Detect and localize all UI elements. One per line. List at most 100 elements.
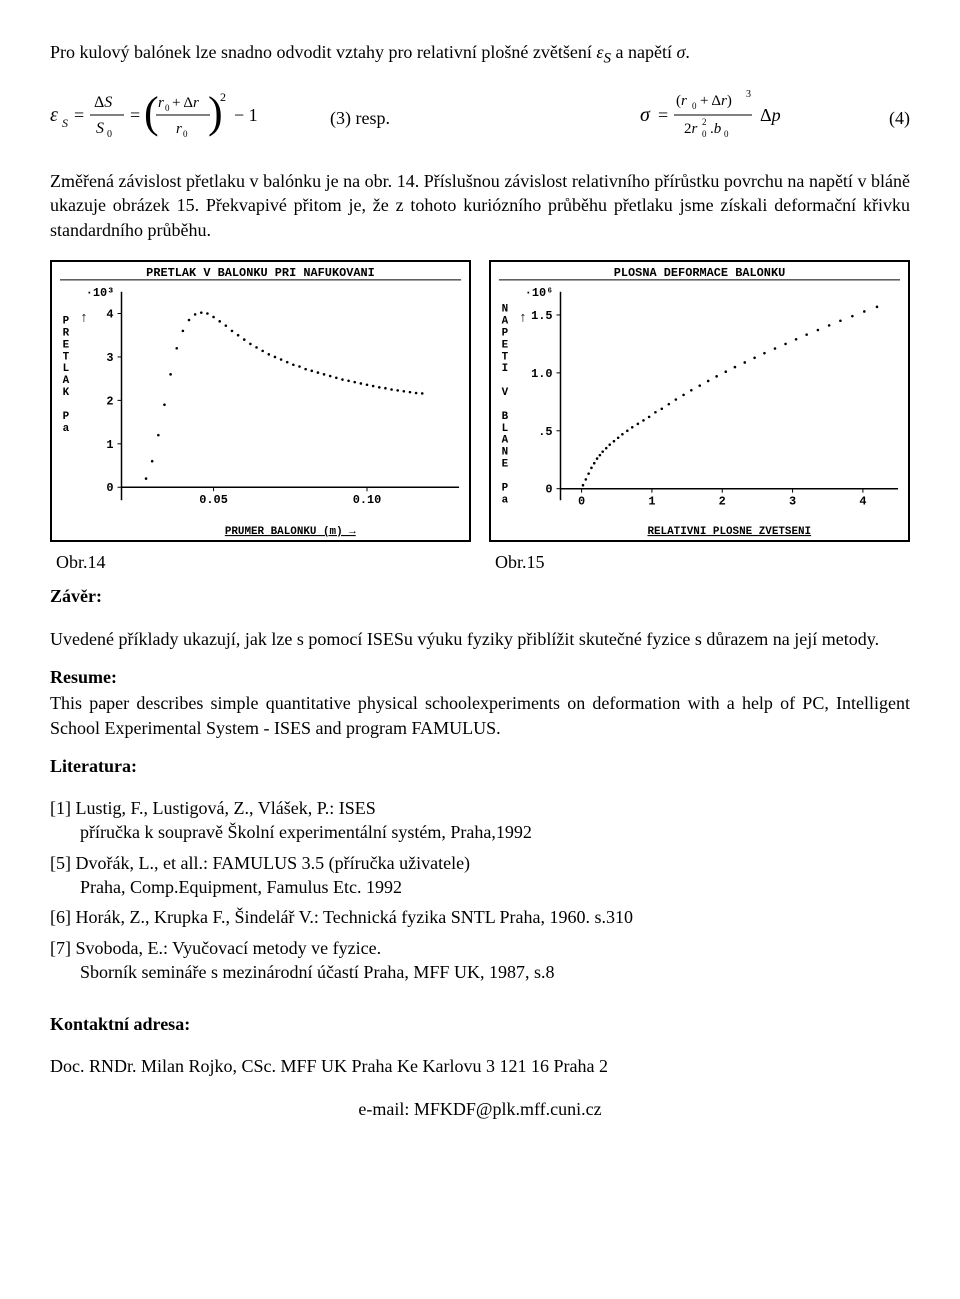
svg-text:0.10: 0.10 [353, 493, 382, 507]
svg-text:1: 1 [106, 438, 113, 452]
svg-text:− 1: − 1 [234, 105, 258, 125]
caption-left: Obr.14 [50, 550, 471, 574]
svg-text:3: 3 [789, 495, 796, 509]
svg-text:N: N [502, 304, 509, 316]
svg-text:T: T [502, 351, 509, 363]
kontakt-line: Doc. RNDr. Milan Rojko, CSc. MFF UK Prah… [50, 1054, 910, 1078]
svg-text:2r: 2r [684, 121, 698, 137]
svg-text:RELATIVNI PLOSNE ZVETSENI: RELATIVNI PLOSNE ZVETSENI [647, 526, 811, 538]
svg-text:4: 4 [859, 495, 866, 509]
svg-text:0: 0 [692, 101, 697, 111]
svg-text:0: 0 [165, 103, 170, 113]
svg-text:E: E [502, 459, 509, 471]
svg-text:.b: .b [710, 121, 722, 137]
eq4: σ = (r 0 + Δr) 3 2r 0 2 .b 0 Δp [640, 83, 840, 153]
svg-text:P: P [63, 411, 70, 423]
svg-text:=: = [74, 105, 84, 125]
svg-text:0: 0 [545, 483, 552, 497]
ref-1: [1] Lustig, F., Lustigová, Z., Vlášek, P… [50, 796, 910, 845]
svg-text:N: N [502, 447, 509, 459]
svg-text:2: 2 [220, 90, 226, 104]
svg-text:PRUMER BALONKU (m) →: PRUMER BALONKU (m) → [225, 526, 356, 538]
para2: Změřená závislost přetlaku v balónku je … [50, 169, 910, 242]
svg-text:(r: (r [676, 93, 687, 109]
svg-text:ε: ε [50, 104, 58, 126]
svg-text:P: P [502, 482, 509, 494]
ref-1-line2: příručka k soupravě Školní experimentáln… [50, 820, 910, 844]
svg-text:0: 0 [578, 495, 585, 509]
svg-text:R: R [63, 328, 70, 340]
eq4-label: (4) [870, 106, 910, 130]
zaver-text: Uvedené příklady ukazují, jak lze s pomo… [50, 627, 910, 651]
svg-text:1.0: 1.0 [531, 367, 552, 381]
ref-7: [7] Svoboda, E.: Vyučovací metody ve fyz… [50, 936, 910, 985]
svg-text:+ Δr): + Δr) [700, 93, 732, 109]
caption-right: Obr.15 [489, 550, 910, 574]
literatura-title: Literatura: [50, 754, 910, 778]
svg-text:Δp: Δp [760, 105, 781, 125]
svg-text:PLOSNA DEFORMACE BALONKU: PLOSNA DEFORMACE BALONKU [614, 266, 785, 280]
ref-7-line2: Sborník semináře s mezinárodní účastí Pr… [50, 960, 910, 984]
svg-text:2: 2 [106, 394, 113, 408]
svg-text:(: ( [144, 88, 159, 137]
svg-text:.5: .5 [538, 425, 552, 439]
svg-text:A: A [63, 375, 70, 387]
svg-text:a: a [502, 494, 509, 506]
svg-text:E: E [63, 339, 70, 351]
svg-text:2: 2 [719, 495, 726, 509]
ref-5-line2: Praha, Comp.Equipment, Famulus Etc. 1992 [50, 875, 910, 899]
svg-text:0: 0 [183, 129, 188, 139]
ref-6: [6] Horák, Z., Krupka F., Šindelář V.: T… [50, 905, 910, 929]
svg-text:4: 4 [106, 308, 113, 322]
svg-text:K: K [63, 387, 70, 399]
ref-5: [5] Dvořák, L., et all.: FAMULUS 3.5 (př… [50, 851, 910, 900]
svg-text:I: I [502, 363, 509, 375]
svg-text:E: E [502, 339, 509, 351]
svg-text:0: 0 [724, 129, 729, 139]
svg-text:a: a [63, 423, 70, 435]
ref-1-line1: [1] Lustig, F., Lustigová, Z., Vlášek, P… [50, 796, 910, 820]
svg-text:0: 0 [702, 129, 707, 139]
svg-text:0: 0 [106, 481, 113, 495]
svg-text:=: = [130, 105, 140, 125]
svg-text:↑: ↑ [519, 311, 527, 327]
svg-text:L: L [63, 363, 70, 375]
svg-text:0.05: 0.05 [199, 493, 228, 507]
svg-text:S: S [62, 116, 68, 130]
svg-text:B: B [502, 411, 509, 423]
resume-title: Resume: [50, 667, 117, 687]
chart-left: PRETLAK V BALONKU PRI NAFUKOVANI ·10³ 0 1 2 3… [50, 260, 471, 542]
equation-row: ε S = ΔS S 0 = ( r 0 + Δr r 0 ) 2 − 1 (3… [50, 83, 910, 153]
svg-text:r: r [176, 121, 182, 137]
svg-text:P: P [63, 316, 70, 328]
svg-text:1.5: 1.5 [531, 309, 552, 323]
svg-text:1: 1 [648, 495, 655, 509]
svg-text:ΔS: ΔS [94, 94, 112, 111]
svg-text:S: S [96, 120, 104, 137]
svg-text:=: = [658, 105, 668, 125]
svg-text:↑: ↑ [80, 311, 88, 327]
svg-text:r: r [158, 95, 164, 111]
svg-text:0: 0 [107, 129, 112, 140]
ref-5-line1: [5] Dvořák, L., et all.: FAMULUS 3.5 (př… [50, 851, 910, 875]
email-line: e-mail: MFKDF@plk.mff.cuni.cz [50, 1097, 910, 1121]
svg-text:A: A [502, 435, 509, 447]
zaver-title: Závěr: [50, 584, 910, 608]
intro-paragraph: Pro kulový balónek lze snadno odvodit vz… [50, 40, 910, 69]
svg-text:PRETLAK V BALONKU PRI NAFUKOVA: PRETLAK V BALONKU PRI NAFUKOVANI [146, 266, 375, 280]
svg-text:·10³: ·10³ [86, 286, 115, 300]
svg-text:L: L [502, 423, 509, 435]
svg-text:3: 3 [106, 351, 113, 365]
kontakt-title: Kontaktní adresa: [50, 1012, 910, 1036]
svg-text:V: V [502, 387, 509, 399]
svg-text:2: 2 [702, 117, 707, 127]
svg-text:σ: σ [640, 104, 651, 126]
eq3: ε S = ΔS S 0 = ( r 0 + Δr r 0 ) 2 − 1 [50, 83, 290, 153]
svg-text:P: P [502, 328, 509, 340]
resume-text: This paper describes simple quantitative… [50, 691, 910, 740]
ref-7-line1: [7] Svoboda, E.: Vyučovací metody ve fyz… [50, 936, 910, 960]
eq3-label: (3) resp. [330, 106, 390, 130]
svg-text:T: T [63, 351, 70, 363]
svg-text:+ Δr: + Δr [172, 95, 199, 111]
svg-text:3: 3 [746, 89, 751, 100]
